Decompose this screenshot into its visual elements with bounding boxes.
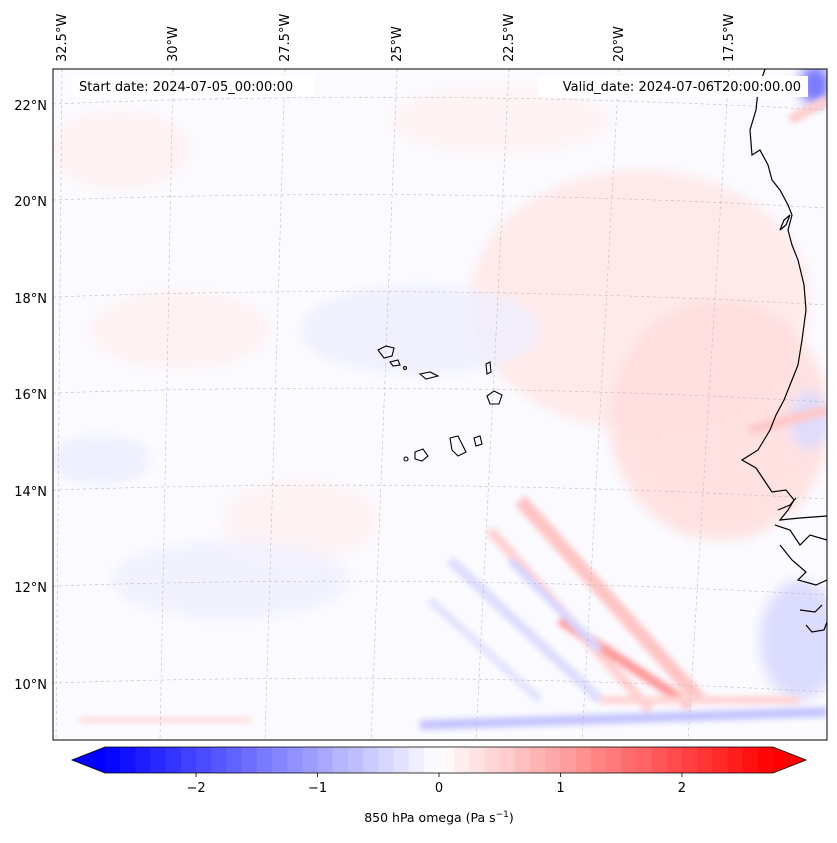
colorbar-cell <box>727 747 744 773</box>
colorbar-tick-label: 0 <box>435 781 443 796</box>
island-brava <box>403 456 409 462</box>
colorbar-cell <box>347 747 364 773</box>
colorbar-cell <box>697 747 713 773</box>
colorbar-cell <box>241 747 258 773</box>
island-boa-vista <box>486 390 503 405</box>
colorbar-cell <box>150 747 167 773</box>
colorbar-cell <box>423 747 440 773</box>
colorbar-cell <box>120 747 136 773</box>
lon-label: 22.5°W <box>502 14 517 62</box>
colorbar-cell <box>681 747 698 773</box>
colorbar-cell <box>196 747 212 773</box>
lon-label: 32.5°W <box>55 14 70 62</box>
colorbar-cell <box>621 747 637 773</box>
colorbar-cell <box>590 747 607 773</box>
start-date-label: Start date: 2024-07-05_00:00:00 <box>79 80 293 95</box>
colorbar-cell <box>499 747 516 773</box>
lon-label: 17.5°W <box>722 14 737 62</box>
colorbar-cell <box>454 747 470 773</box>
colorbar-cell <box>272 747 288 773</box>
colorbar-cell <box>332 747 349 773</box>
colorbar-outline <box>70 746 808 774</box>
colorbar-cell <box>742 747 759 773</box>
lon-label: 25°W <box>390 26 405 62</box>
colorbar-cell <box>712 747 729 773</box>
colorbar-cell <box>666 747 683 773</box>
colorbar-tick-label: 2 <box>678 781 686 796</box>
omega-field <box>53 69 827 700</box>
latitude-labels: 22°N 20°N 18°N 16°N 14°N 12°N 10°N <box>14 99 47 693</box>
island-santo-antao <box>377 345 395 359</box>
lon-label: 30°W <box>166 26 181 62</box>
colorbar-label: 850 hPa omega (Pa s−1) <box>364 810 514 825</box>
start-date-box <box>72 76 314 97</box>
lat-label: 16°N <box>14 388 47 403</box>
colorbar-cell <box>408 747 425 773</box>
cape-verde-islands <box>377 345 503 462</box>
island-maio <box>473 435 483 447</box>
colorbar-cell <box>651 747 668 773</box>
colorbar-cell <box>469 747 486 773</box>
valid-date-label: Valid_date: 2024-07-06T20:00:00.00 <box>563 80 801 95</box>
longitude-labels: 32.5°W 30°W 27.5°W 25°W 22.5°W 20°W 17.5… <box>55 14 737 62</box>
colorbar-cell <box>575 747 592 773</box>
colorbar-extend-min <box>72 747 105 773</box>
colorbar-cell <box>514 747 531 773</box>
lat-label: 20°N <box>14 195 47 210</box>
africa-coastline <box>740 69 827 633</box>
colorbar-cell <box>180 747 197 773</box>
colorbar-cell <box>165 747 182 773</box>
island-santiago <box>449 435 467 457</box>
colorbar-cell <box>636 747 653 773</box>
lat-label: 14°N <box>14 485 47 500</box>
colorbar-cell <box>560 747 577 773</box>
island-sal <box>485 361 492 375</box>
colorbar-tick-label: −2 <box>187 781 206 796</box>
colorbar-cells <box>105 747 774 773</box>
colorbar: −2 −1 0 1 2 850 hPa omega (Pa s−1) <box>70 746 808 825</box>
colorbar-cell <box>363 747 379 773</box>
gridlines <box>53 69 827 740</box>
island-fogo <box>414 448 429 462</box>
colorbar-cell <box>757 747 774 773</box>
colorbar-cell <box>545 747 562 773</box>
colorbar-cell <box>105 747 121 773</box>
colorbar-cell <box>606 747 622 773</box>
lon-label: 20°W <box>612 26 627 62</box>
colorbar-ticks: −2 −1 0 1 2 <box>187 773 686 796</box>
lon-label: 27.5°W <box>278 14 293 62</box>
island-santa-luzia <box>402 365 408 371</box>
colorbar-cell <box>439 747 455 773</box>
colorbar-cell <box>287 747 303 773</box>
colorbar-cell <box>226 747 243 773</box>
colorbar-cell <box>378 747 395 773</box>
colorbar-cell <box>302 747 319 773</box>
map-frame <box>52 68 828 741</box>
colorbar-tick-label: −1 <box>308 781 327 796</box>
lat-label: 18°N <box>14 292 47 307</box>
colorbar-extend-max <box>773 747 806 773</box>
lat-label: 12°N <box>14 581 47 596</box>
colorbar-cell <box>211 747 228 773</box>
island-sao-nicolau <box>418 371 440 380</box>
colorbar-cell <box>393 747 410 773</box>
valid-date-box <box>538 76 808 97</box>
colorbar-tick-label: 1 <box>556 781 564 796</box>
colorbar-cell <box>530 747 546 773</box>
omega-streaks <box>80 95 827 730</box>
map-panel: Start date: 2024-07-05_00:00:00 Valid_da… <box>53 69 827 740</box>
colorbar-cell <box>317 747 334 773</box>
colorbar-cell <box>135 747 152 773</box>
lat-label: 22°N <box>14 99 47 114</box>
lat-label: 10°N <box>14 678 47 693</box>
coastlines <box>740 69 827 633</box>
colorbar-cell <box>256 747 273 773</box>
island-sao-vicente <box>389 359 401 367</box>
colorbar-cell <box>484 747 501 773</box>
